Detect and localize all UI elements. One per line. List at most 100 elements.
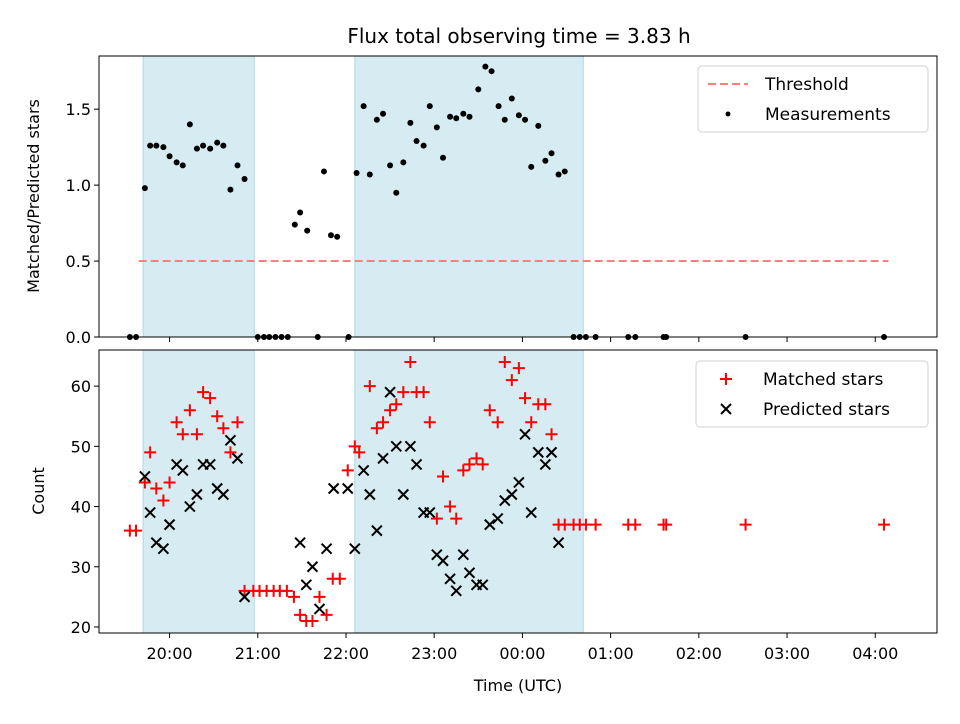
predicted-star-point <box>191 488 203 501</box>
x-tick-label: 22:00 <box>323 644 369 663</box>
matched-star-point <box>519 392 532 405</box>
measurement-point <box>508 95 515 102</box>
matched-star-point <box>150 482 163 495</box>
measurement-point <box>360 103 367 110</box>
matched-star-point <box>306 614 319 627</box>
predicted-star-point <box>484 518 496 531</box>
legend-matched-label: Matched stars <box>763 370 883 390</box>
matched-star-point <box>231 416 244 429</box>
measurement-point <box>433 124 440 131</box>
matched-star-point <box>280 584 293 597</box>
measurement-point <box>373 116 380 123</box>
matched-star-point <box>404 356 417 369</box>
matched-star-point <box>217 422 230 435</box>
matched-star-point <box>183 404 196 417</box>
x-tick-label: 02:00 <box>676 644 722 663</box>
matched-star-point <box>313 590 326 603</box>
matched-star-point <box>660 518 673 531</box>
measurement-point <box>193 145 200 152</box>
measurement-point <box>466 113 473 120</box>
y-tick-label: 0.5 <box>66 252 91 271</box>
predicted-star-point <box>224 434 237 447</box>
measurement-point <box>366 171 373 178</box>
matched-star-point <box>204 392 217 405</box>
measurement-point <box>387 162 394 169</box>
measurement-point <box>227 186 234 193</box>
observing-window-band <box>354 55 584 338</box>
measurement-point <box>234 162 241 169</box>
y-tick-label: 60 <box>71 377 91 396</box>
predicted-star-point <box>477 579 489 591</box>
matched-star-point <box>390 398 403 411</box>
measurement-point <box>522 116 529 123</box>
observing-windows <box>142 55 584 338</box>
axes-frame <box>98 349 938 634</box>
matched-star-point <box>450 512 463 525</box>
measurement-point <box>220 142 227 149</box>
x-axis-ticks: 20:00 21:00 22:00 23:00 00:00 01:00 02:00 03:00… <box>147 633 898 663</box>
predicted-star-point <box>519 428 531 441</box>
flux-ratio-panel: 0.0 0.5 1.0 1.5 Matched/Predicted stars Thr… <box>24 55 938 347</box>
predicted-star-point <box>364 488 376 501</box>
legend-matched-swatch <box>720 373 732 385</box>
predicted-star-point <box>492 512 504 525</box>
measurement-point <box>413 138 420 145</box>
matched-star-point <box>341 464 354 477</box>
legend-measurements-label: Measurements <box>765 105 891 125</box>
predicted-star-point <box>231 452 244 465</box>
matched-star-point <box>384 404 397 417</box>
matched-star-point <box>470 452 483 465</box>
matched-star-point <box>739 518 752 531</box>
predicted-star-point <box>539 458 552 471</box>
predicted-star-point <box>300 579 313 591</box>
x-tick-label: 00:00 <box>499 644 545 663</box>
measurement-point <box>186 121 193 128</box>
matched-star-point <box>138 476 151 489</box>
y-tick-label: 1.0 <box>66 176 91 195</box>
predicted-star-point <box>144 506 156 519</box>
matched-star-point <box>320 608 333 621</box>
measurement-point <box>407 119 414 126</box>
predicted-star-point <box>163 518 176 531</box>
matched-star-point <box>589 518 602 531</box>
predicted-star-point <box>377 452 389 465</box>
matched-star-point <box>377 416 390 429</box>
predicted-star-point <box>306 561 319 573</box>
predicted-star-point <box>513 476 525 489</box>
matched-star-point <box>348 440 361 453</box>
predicted-star-point <box>294 536 306 549</box>
predicted-star-point <box>404 440 417 453</box>
matched-star-point <box>430 512 443 525</box>
predicted-star-point <box>444 573 456 585</box>
predicted-star-point <box>157 542 170 555</box>
y-tick-label: 1.5 <box>66 100 91 119</box>
measurement-point <box>400 159 407 166</box>
x-tick-label: 23:00 <box>411 644 457 663</box>
matched-star-point <box>444 500 457 513</box>
x-tick-label: 21:00 <box>235 644 281 663</box>
matched-star-point <box>491 416 504 429</box>
matched-star-point <box>370 422 383 435</box>
matched-star-point <box>878 518 891 531</box>
x-tick-label: 20:00 <box>147 644 193 663</box>
predicted-star-point <box>320 542 333 555</box>
measurement-point <box>297 209 304 216</box>
x-tick-label: 03:00 <box>764 644 810 663</box>
measurement-point <box>501 116 508 123</box>
legend-threshold-label: Threshold <box>764 75 849 95</box>
observing-windows <box>142 349 584 634</box>
matched-star-point <box>294 608 307 621</box>
predicted-star-point <box>450 585 462 597</box>
legend-predicted-label: Predicted stars <box>763 400 890 420</box>
measurement-point <box>179 162 186 169</box>
matched-star-point <box>483 404 496 417</box>
measurement-point <box>147 142 154 149</box>
matched-star-point <box>423 416 436 429</box>
x-tick-label: 01:00 <box>588 644 634 663</box>
measurement-point <box>453 115 460 122</box>
y-tick-label: 40 <box>71 498 91 517</box>
matched-star-point <box>287 590 300 603</box>
matched-star-point <box>130 524 143 537</box>
measurement-point <box>488 68 495 75</box>
matched-star-point <box>437 470 450 483</box>
